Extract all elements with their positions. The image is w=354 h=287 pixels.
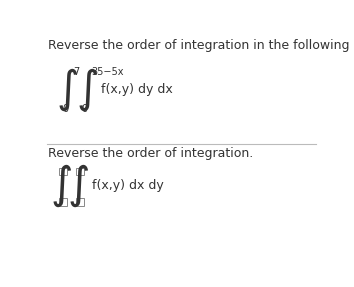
Text: Reverse the order of integration.: Reverse the order of integration. <box>48 147 253 160</box>
Text: f(x,y) dy dx: f(x,y) dy dx <box>101 83 173 96</box>
Bar <box>76 168 84 175</box>
Text: $\int$: $\int$ <box>57 67 79 113</box>
Text: 0: 0 <box>81 104 87 114</box>
Text: 7: 7 <box>73 67 79 77</box>
Text: f(x,y) dx dy: f(x,y) dx dy <box>92 179 164 192</box>
Bar <box>59 198 67 206</box>
Text: $\int$: $\int$ <box>67 163 89 209</box>
Text: $\int$: $\int$ <box>76 67 98 113</box>
Bar <box>76 198 84 206</box>
Text: $\int$: $\int$ <box>50 163 72 209</box>
Text: 35−5x: 35−5x <box>92 67 124 77</box>
Text: 0: 0 <box>62 104 68 114</box>
Text: Reverse the order of integration in the following integral.: Reverse the order of integration in the … <box>48 39 354 52</box>
Bar <box>59 168 67 175</box>
